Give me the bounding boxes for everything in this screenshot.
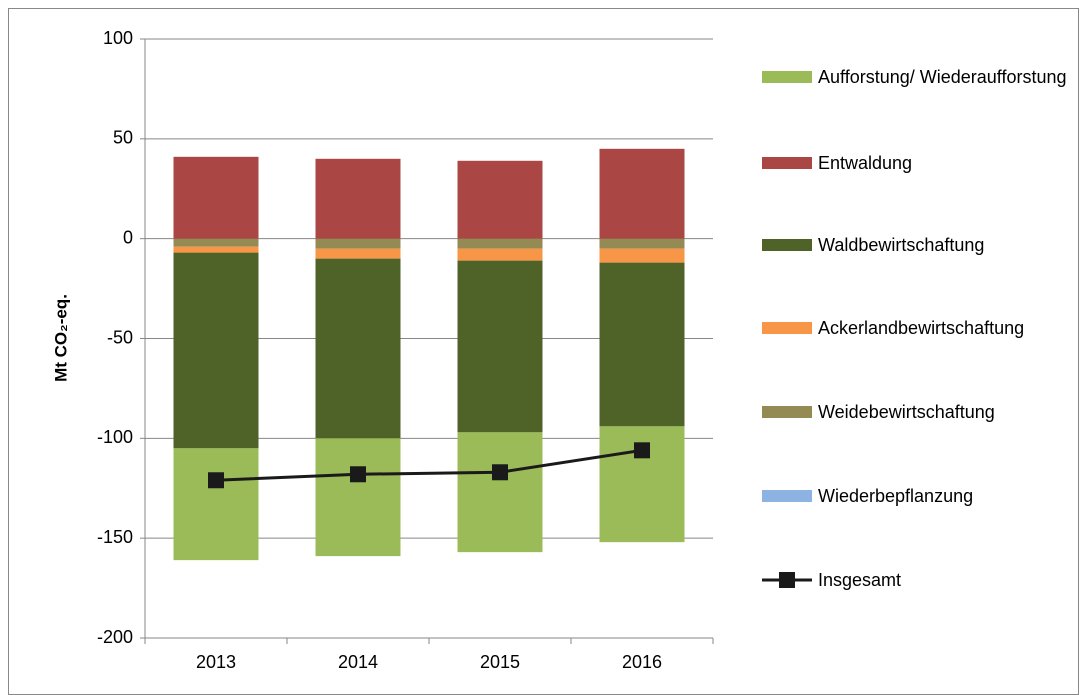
legend-marker xyxy=(779,572,795,588)
bar-segment xyxy=(315,238,401,249)
bar-segment xyxy=(599,148,685,239)
bar-segment xyxy=(599,238,685,249)
x-tick-label: 2013 xyxy=(196,652,236,672)
legend-swatch xyxy=(762,406,812,418)
bar-segment xyxy=(457,432,543,553)
bar-segment xyxy=(173,238,259,247)
bar-segment xyxy=(173,448,259,561)
bar-segment xyxy=(173,246,259,253)
y-axis-label: Mt CO₂-eq. xyxy=(51,294,70,382)
bar-segment xyxy=(599,262,685,427)
y-tick-label: -200 xyxy=(97,627,133,647)
bar-segment xyxy=(599,248,685,263)
y-tick-label: 100 xyxy=(103,28,133,48)
bar-segment xyxy=(315,438,401,557)
y-tick-label: 50 xyxy=(113,128,133,148)
bar-segment xyxy=(315,258,401,439)
bar-segment xyxy=(457,260,543,433)
bar-segment xyxy=(457,160,543,239)
total-marker xyxy=(350,466,366,483)
legend-swatch xyxy=(762,322,812,334)
legend-label: Waldbewirtschaftung xyxy=(818,234,985,255)
legend-label: Aufforstung/ Wiederaufforstung xyxy=(818,66,1067,87)
legend-label: Ackerlandbewirtschaftung xyxy=(818,317,1025,338)
legend-label: Insgesamt xyxy=(818,569,902,590)
y-tick-label: -50 xyxy=(107,327,133,347)
legend-swatch xyxy=(762,239,812,251)
y-tick-label: -150 xyxy=(97,527,133,547)
bar-segment xyxy=(173,156,259,239)
bar-segment xyxy=(315,158,401,239)
bar-segment xyxy=(457,248,543,261)
x-tick-label: 2016 xyxy=(622,652,662,672)
legend-label: Entwaldung xyxy=(818,152,913,173)
y-tick-label: -100 xyxy=(97,427,133,447)
y-tick-label: 0 xyxy=(123,227,133,247)
total-line xyxy=(215,448,643,482)
legend-swatch xyxy=(762,157,812,169)
legend-label: Weidebewirtschaftung xyxy=(818,401,995,422)
total-marker xyxy=(208,472,224,489)
legend-swatch xyxy=(762,71,812,83)
total-marker xyxy=(492,464,508,481)
bar-segment xyxy=(457,238,543,249)
legend-label: Wiederbepflanzung xyxy=(818,485,974,506)
total-marker xyxy=(634,442,650,459)
bar-segment xyxy=(173,252,259,449)
legend-swatch xyxy=(762,490,812,502)
bar-segment xyxy=(315,248,401,259)
x-tick-label: 2015 xyxy=(480,652,520,672)
x-tick-label: 2014 xyxy=(338,652,378,672)
